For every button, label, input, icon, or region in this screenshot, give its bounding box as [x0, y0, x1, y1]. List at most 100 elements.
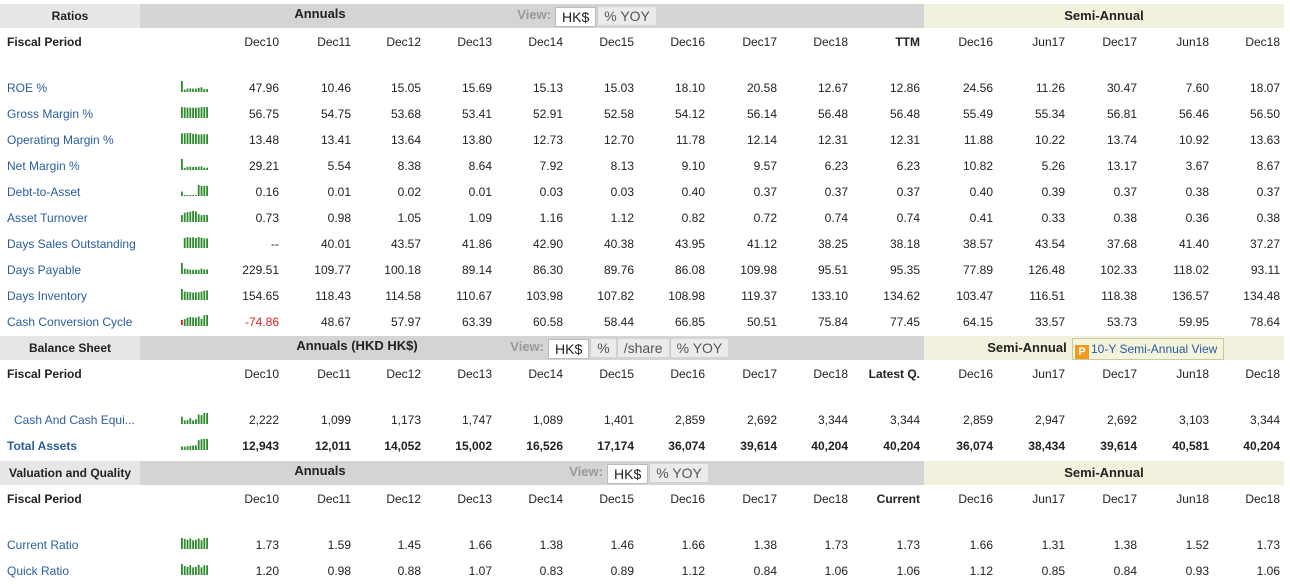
cell-value: 13.64 — [390, 133, 421, 147]
cell-value: 1.12 — [681, 564, 705, 578]
view-option[interactable]: HK$ — [555, 7, 597, 27]
spark-bar — [195, 88, 197, 92]
cell-value: 100.18 — [384, 263, 421, 277]
row-label: Gross Margin % — [7, 107, 94, 121]
cell-value: 58.44 — [603, 315, 634, 329]
spark-bar — [200, 439, 203, 450]
spark-bar — [200, 134, 203, 144]
spark-bar — [183, 212, 186, 222]
cell-value: -- — [271, 237, 279, 251]
semi-period-header: Jun18 — [1176, 35, 1209, 49]
sparkline — [181, 564, 208, 575]
semi-annual-view-button[interactable]: P 10-Y Semi-Annual View — [1072, 338, 1225, 360]
semi-period-header: Dec18 — [1245, 367, 1280, 381]
spark-bar — [206, 439, 208, 450]
cell-value: 1.38 — [539, 538, 563, 552]
semi-cell-value: 7.60 — [1185, 81, 1209, 95]
semi-cell-value: 59.95 — [1178, 315, 1209, 329]
semi-cell-value: 55.34 — [1034, 107, 1065, 121]
semi-cell-value: 0.93 — [1185, 564, 1209, 578]
semi-cell-value: 1.31 — [1041, 538, 1065, 552]
annuals-label: Annuals — [294, 463, 346, 478]
spark-bar — [181, 133, 183, 144]
cell-value: 12.86 — [889, 81, 920, 95]
semi-cell-value: 3,103 — [1178, 413, 1209, 427]
spark-bar — [203, 167, 206, 170]
cell-value: 60.58 — [532, 315, 563, 329]
semi-period-header: Jun17 — [1032, 492, 1065, 506]
spark-bar — [192, 237, 194, 248]
annual-header-band — [140, 461, 924, 485]
cell-value: 8.13 — [610, 159, 634, 173]
view-option[interactable]: % YOY — [669, 339, 729, 357]
semi-cell-value: 39,614 — [1100, 439, 1137, 453]
semi-cell-value: 126.48 — [1028, 263, 1065, 277]
semi-cell-value: 134.48 — [1243, 289, 1280, 303]
spark-bar — [186, 269, 189, 274]
semi-cell-value: 38.57 — [962, 237, 993, 251]
spark-bar — [189, 211, 192, 222]
cell-value: 0.01 — [468, 185, 492, 199]
sparkline — [181, 439, 208, 450]
spark-bar — [197, 185, 200, 196]
view-option[interactable]: % — [590, 339, 616, 357]
semi-cell-value: 136.57 — [1172, 289, 1209, 303]
spark-bar — [200, 318, 203, 326]
spark-bar — [197, 87, 200, 92]
period-header: Dec15 — [599, 367, 634, 381]
period-header: Current — [876, 492, 920, 506]
cell-value: 0.89 — [610, 564, 634, 578]
cell-value: 1.06 — [896, 564, 920, 578]
cell-value: 48.67 — [320, 315, 351, 329]
semi-cell-value: 24.56 — [962, 81, 993, 95]
cell-value: 1.66 — [681, 538, 705, 552]
view-option[interactable]: HK$ — [548, 339, 590, 359]
view-option[interactable]: % YOY — [597, 7, 656, 25]
cell-value: 0.03 — [610, 185, 634, 199]
semi-cell-value: 0.84 — [1113, 564, 1137, 578]
spark-bar — [206, 89, 208, 92]
view-option[interactable]: HK$ — [607, 464, 649, 484]
view-option[interactable]: % YOY — [649, 464, 708, 482]
spark-bar — [195, 211, 197, 222]
cell-value: 40.01 — [320, 237, 351, 251]
spark-bar — [183, 319, 186, 326]
spark-bar — [183, 195, 186, 196]
spark-bar — [186, 317, 189, 326]
cell-value: 86.08 — [674, 263, 705, 277]
semi-cell-value: 0.38 — [1256, 211, 1280, 225]
sparkline — [181, 133, 208, 144]
spark-bar — [189, 538, 192, 549]
spark-bar — [189, 565, 192, 575]
spark-bar — [195, 445, 197, 450]
period-header: Dec11 — [317, 492, 351, 506]
spark-bar — [183, 268, 186, 274]
spark-bar — [186, 88, 189, 92]
row-label: Net Margin % — [7, 159, 80, 173]
semi-cell-value: 53.73 — [1106, 315, 1137, 329]
view-option[interactable]: /share — [616, 339, 669, 357]
cell-value: 119.37 — [741, 289, 777, 303]
spark-bar — [195, 237, 197, 248]
cell-value: 0.83 — [539, 564, 563, 578]
cell-value: 229.51 — [242, 263, 279, 277]
row-label: Days Payable — [7, 263, 82, 277]
semi-cell-value: 0.39 — [1041, 185, 1065, 199]
spark-bar — [186, 420, 189, 424]
cell-value: 2,692 — [746, 413, 777, 427]
semi-period-header: Dec16 — [958, 492, 993, 506]
semi-period-header: Dec16 — [958, 367, 993, 381]
spark-bar — [197, 440, 200, 450]
cell-value: 0.37 — [824, 185, 848, 199]
spark-bar — [200, 87, 203, 92]
cell-value: 1,173 — [390, 413, 421, 427]
row-label: Total Assets — [7, 439, 78, 453]
row-label: Current Ratio — [7, 538, 79, 552]
period-header: TTM — [895, 35, 920, 49]
annual-header-band — [140, 4, 924, 28]
semi-cell-value: 38,434 — [1028, 439, 1065, 453]
semi-cell-value: 56.46 — [1178, 107, 1209, 121]
semi-cell-value: 13.63 — [1249, 133, 1280, 147]
cell-value: 0.74 — [824, 211, 848, 225]
